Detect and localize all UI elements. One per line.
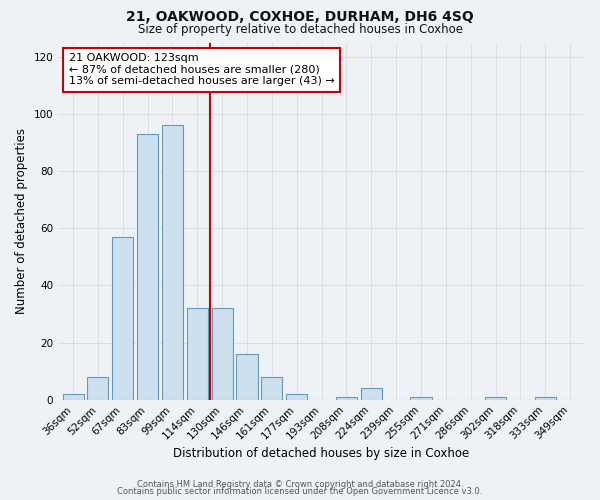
Bar (485, 397, 506, 400)
Bar (361, 388, 382, 400)
Y-axis label: Number of detached properties: Number of detached properties (15, 128, 28, 314)
Bar (88, 377, 109, 400)
Text: Contains public sector information licensed under the Open Government Licence v3: Contains public sector information licen… (118, 488, 482, 496)
Bar (262, 377, 283, 400)
Bar (62, 394, 83, 400)
Bar (410, 397, 431, 400)
Bar (535, 397, 556, 400)
Text: 21 OAKWOOD: 123sqm
← 87% of detached houses are smaller (280)
13% of semi-detach: 21 OAKWOOD: 123sqm ← 87% of detached hou… (69, 53, 334, 86)
Bar (336, 397, 357, 400)
Bar (112, 237, 133, 400)
Bar (236, 354, 257, 400)
Bar (187, 308, 208, 400)
Bar (137, 134, 158, 400)
Text: 21, OAKWOOD, COXHOE, DURHAM, DH6 4SQ: 21, OAKWOOD, COXHOE, DURHAM, DH6 4SQ (126, 10, 474, 24)
Bar (212, 308, 233, 400)
Bar (286, 394, 307, 400)
X-axis label: Distribution of detached houses by size in Coxhoe: Distribution of detached houses by size … (173, 447, 470, 460)
Text: Size of property relative to detached houses in Coxhoe: Size of property relative to detached ho… (137, 22, 463, 36)
Text: Contains HM Land Registry data © Crown copyright and database right 2024.: Contains HM Land Registry data © Crown c… (137, 480, 463, 489)
Bar (162, 126, 183, 400)
